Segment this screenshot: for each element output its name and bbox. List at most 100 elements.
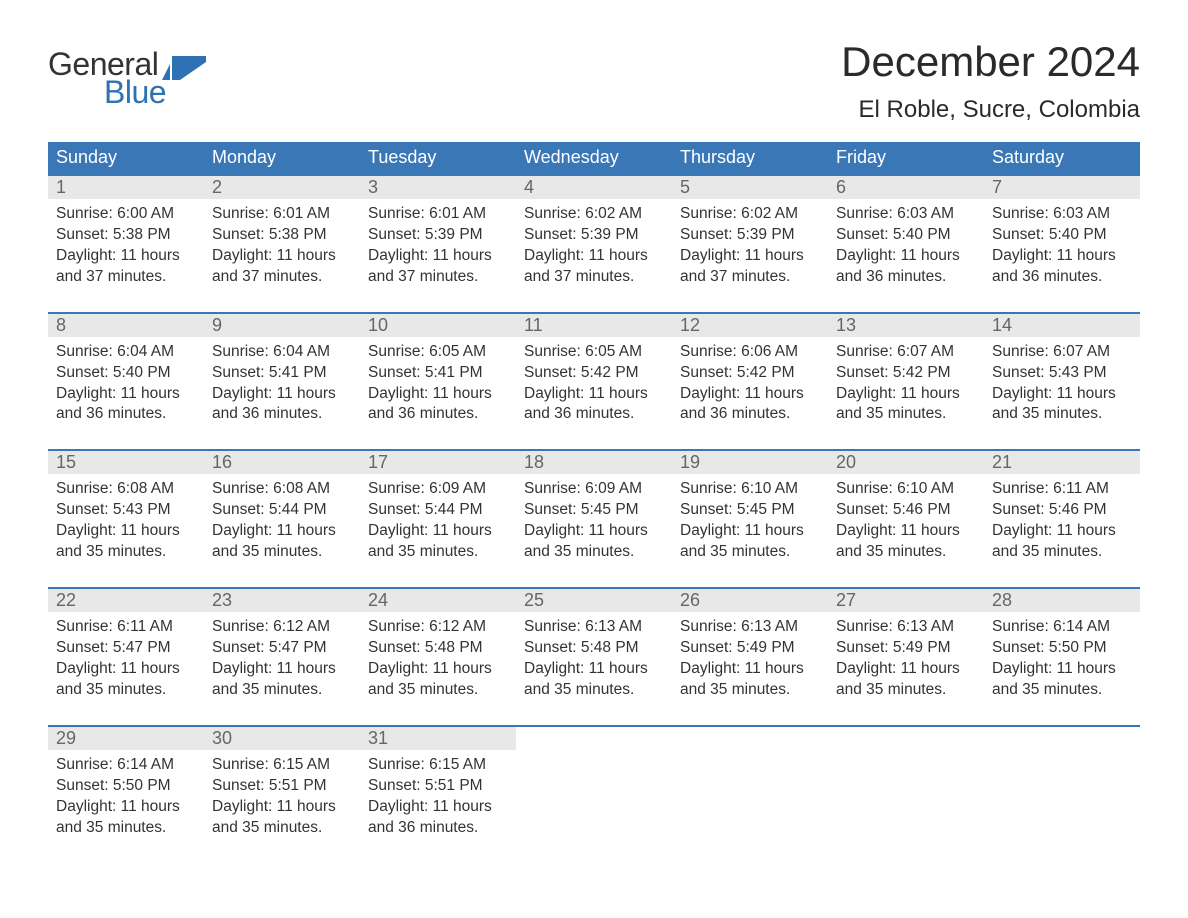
day-body: Sunrise: 6:05 AMSunset: 5:41 PMDaylight:… xyxy=(360,337,516,432)
sunrise-line: Sunrise: 6:03 AM xyxy=(992,204,1132,225)
sunset-line: Sunset: 5:42 PM xyxy=(836,363,976,384)
daylight-line-2: and 35 minutes. xyxy=(680,542,820,563)
daylight-line-2: and 35 minutes. xyxy=(524,680,664,701)
day-cell: 18Sunrise: 6:09 AMSunset: 5:45 PMDayligh… xyxy=(516,451,672,569)
day-body: Sunrise: 6:03 AMSunset: 5:40 PMDaylight:… xyxy=(984,199,1140,294)
day-body: Sunrise: 6:06 AMSunset: 5:42 PMDaylight:… xyxy=(672,337,828,432)
daylight-line-1: Daylight: 11 hours xyxy=(680,659,820,680)
daylight-line-1: Daylight: 11 hours xyxy=(836,659,976,680)
day-cell: 15Sunrise: 6:08 AMSunset: 5:43 PMDayligh… xyxy=(48,451,204,569)
day-cell: 31Sunrise: 6:15 AMSunset: 5:51 PMDayligh… xyxy=(360,727,516,845)
day-number: 19 xyxy=(680,452,700,472)
day-body: Sunrise: 6:04 AMSunset: 5:40 PMDaylight:… xyxy=(48,337,204,432)
day-cell: 9Sunrise: 6:04 AMSunset: 5:41 PMDaylight… xyxy=(204,314,360,432)
sunrise-line: Sunrise: 6:08 AM xyxy=(56,479,196,500)
sunset-line: Sunset: 5:45 PM xyxy=(680,500,820,521)
daylight-line-1: Daylight: 11 hours xyxy=(680,521,820,542)
daylight-line-2: and 36 minutes. xyxy=(56,404,196,425)
dow-monday: Monday xyxy=(204,142,360,174)
day-number: 28 xyxy=(992,590,1012,610)
day-body: Sunrise: 6:12 AMSunset: 5:48 PMDaylight:… xyxy=(360,612,516,707)
day-number: 31 xyxy=(368,728,388,748)
daylight-line-1: Daylight: 11 hours xyxy=(56,384,196,405)
daylight-line-1: Daylight: 11 hours xyxy=(836,384,976,405)
sunset-line: Sunset: 5:48 PM xyxy=(368,638,508,659)
day-number: 25 xyxy=(524,590,544,610)
sunset-line: Sunset: 5:39 PM xyxy=(680,225,820,246)
daylight-line-1: Daylight: 11 hours xyxy=(368,246,508,267)
daylight-line-1: Daylight: 11 hours xyxy=(992,246,1132,267)
daylight-line-1: Daylight: 11 hours xyxy=(212,659,352,680)
sunset-line: Sunset: 5:39 PM xyxy=(524,225,664,246)
sunrise-line: Sunrise: 6:12 AM xyxy=(212,617,352,638)
logo-word-2: Blue xyxy=(48,76,206,108)
day-cell: 2Sunrise: 6:01 AMSunset: 5:38 PMDaylight… xyxy=(204,176,360,294)
day-cell: 3Sunrise: 6:01 AMSunset: 5:39 PMDaylight… xyxy=(360,176,516,294)
daylight-line-1: Daylight: 11 hours xyxy=(680,246,820,267)
day-number: 5 xyxy=(680,177,690,197)
daylight-line-1: Daylight: 11 hours xyxy=(212,521,352,542)
day-cell: 21Sunrise: 6:11 AMSunset: 5:46 PMDayligh… xyxy=(984,451,1140,569)
day-body: Sunrise: 6:14 AMSunset: 5:50 PMDaylight:… xyxy=(48,750,204,845)
dow-saturday: Saturday xyxy=(984,142,1140,174)
day-body: Sunrise: 6:09 AMSunset: 5:45 PMDaylight:… xyxy=(516,474,672,569)
daylight-line-2: and 35 minutes. xyxy=(836,542,976,563)
sunset-line: Sunset: 5:42 PM xyxy=(680,363,820,384)
day-number: 22 xyxy=(56,590,76,610)
daylight-line-1: Daylight: 11 hours xyxy=(524,659,664,680)
daylight-line-2: and 35 minutes. xyxy=(56,680,196,701)
sunset-line: Sunset: 5:40 PM xyxy=(56,363,196,384)
day-cell xyxy=(672,727,828,845)
day-cell: 16Sunrise: 6:08 AMSunset: 5:44 PMDayligh… xyxy=(204,451,360,569)
calendar: SundayMondayTuesdayWednesdayThursdayFrid… xyxy=(48,142,1140,844)
daylight-line-2: and 35 minutes. xyxy=(212,818,352,839)
sunrise-line: Sunrise: 6:02 AM xyxy=(524,204,664,225)
day-body: Sunrise: 6:02 AMSunset: 5:39 PMDaylight:… xyxy=(516,199,672,294)
sunset-line: Sunset: 5:42 PM xyxy=(524,363,664,384)
day-body: Sunrise: 6:02 AMSunset: 5:39 PMDaylight:… xyxy=(672,199,828,294)
sunrise-line: Sunrise: 6:11 AM xyxy=(56,617,196,638)
sunset-line: Sunset: 5:47 PM xyxy=(56,638,196,659)
day-cell: 19Sunrise: 6:10 AMSunset: 5:45 PMDayligh… xyxy=(672,451,828,569)
day-cell: 1Sunrise: 6:00 AMSunset: 5:38 PMDaylight… xyxy=(48,176,204,294)
dow-wednesday: Wednesday xyxy=(516,142,672,174)
day-number: 8 xyxy=(56,315,66,335)
sunset-line: Sunset: 5:49 PM xyxy=(836,638,976,659)
daylight-line-1: Daylight: 11 hours xyxy=(56,797,196,818)
day-cell: 8Sunrise: 6:04 AMSunset: 5:40 PMDaylight… xyxy=(48,314,204,432)
day-number: 14 xyxy=(992,315,1012,335)
daylight-line-2: and 35 minutes. xyxy=(212,680,352,701)
day-cell: 29Sunrise: 6:14 AMSunset: 5:50 PMDayligh… xyxy=(48,727,204,845)
sunrise-line: Sunrise: 6:05 AM xyxy=(524,342,664,363)
daylight-line-1: Daylight: 11 hours xyxy=(680,384,820,405)
sunset-line: Sunset: 5:38 PM xyxy=(212,225,352,246)
dow-friday: Friday xyxy=(828,142,984,174)
daylight-line-2: and 35 minutes. xyxy=(56,542,196,563)
day-number: 18 xyxy=(524,452,544,472)
daylight-line-1: Daylight: 11 hours xyxy=(524,521,664,542)
sunset-line: Sunset: 5:47 PM xyxy=(212,638,352,659)
sunrise-line: Sunrise: 6:01 AM xyxy=(368,204,508,225)
logo: General Blue xyxy=(48,30,206,108)
day-number: 16 xyxy=(212,452,232,472)
sunset-line: Sunset: 5:41 PM xyxy=(368,363,508,384)
sunrise-line: Sunrise: 6:10 AM xyxy=(836,479,976,500)
day-cell: 4Sunrise: 6:02 AMSunset: 5:39 PMDaylight… xyxy=(516,176,672,294)
sunset-line: Sunset: 5:44 PM xyxy=(212,500,352,521)
day-body: Sunrise: 6:15 AMSunset: 5:51 PMDaylight:… xyxy=(204,750,360,845)
daylight-line-2: and 35 minutes. xyxy=(836,680,976,701)
sunset-line: Sunset: 5:48 PM xyxy=(524,638,664,659)
sunrise-line: Sunrise: 6:13 AM xyxy=(524,617,664,638)
daylight-line-2: and 36 minutes. xyxy=(368,404,508,425)
daylight-line-1: Daylight: 11 hours xyxy=(368,797,508,818)
sunset-line: Sunset: 5:50 PM xyxy=(56,776,196,797)
daylight-line-1: Daylight: 11 hours xyxy=(992,521,1132,542)
daylight-line-1: Daylight: 11 hours xyxy=(368,521,508,542)
daylight-line-1: Daylight: 11 hours xyxy=(836,246,976,267)
day-number: 4 xyxy=(524,177,534,197)
page-title: December 2024 xyxy=(841,38,1140,86)
day-body: Sunrise: 6:14 AMSunset: 5:50 PMDaylight:… xyxy=(984,612,1140,707)
sunset-line: Sunset: 5:43 PM xyxy=(992,363,1132,384)
daylight-line-1: Daylight: 11 hours xyxy=(212,797,352,818)
day-cell: 23Sunrise: 6:12 AMSunset: 5:47 PMDayligh… xyxy=(204,589,360,707)
